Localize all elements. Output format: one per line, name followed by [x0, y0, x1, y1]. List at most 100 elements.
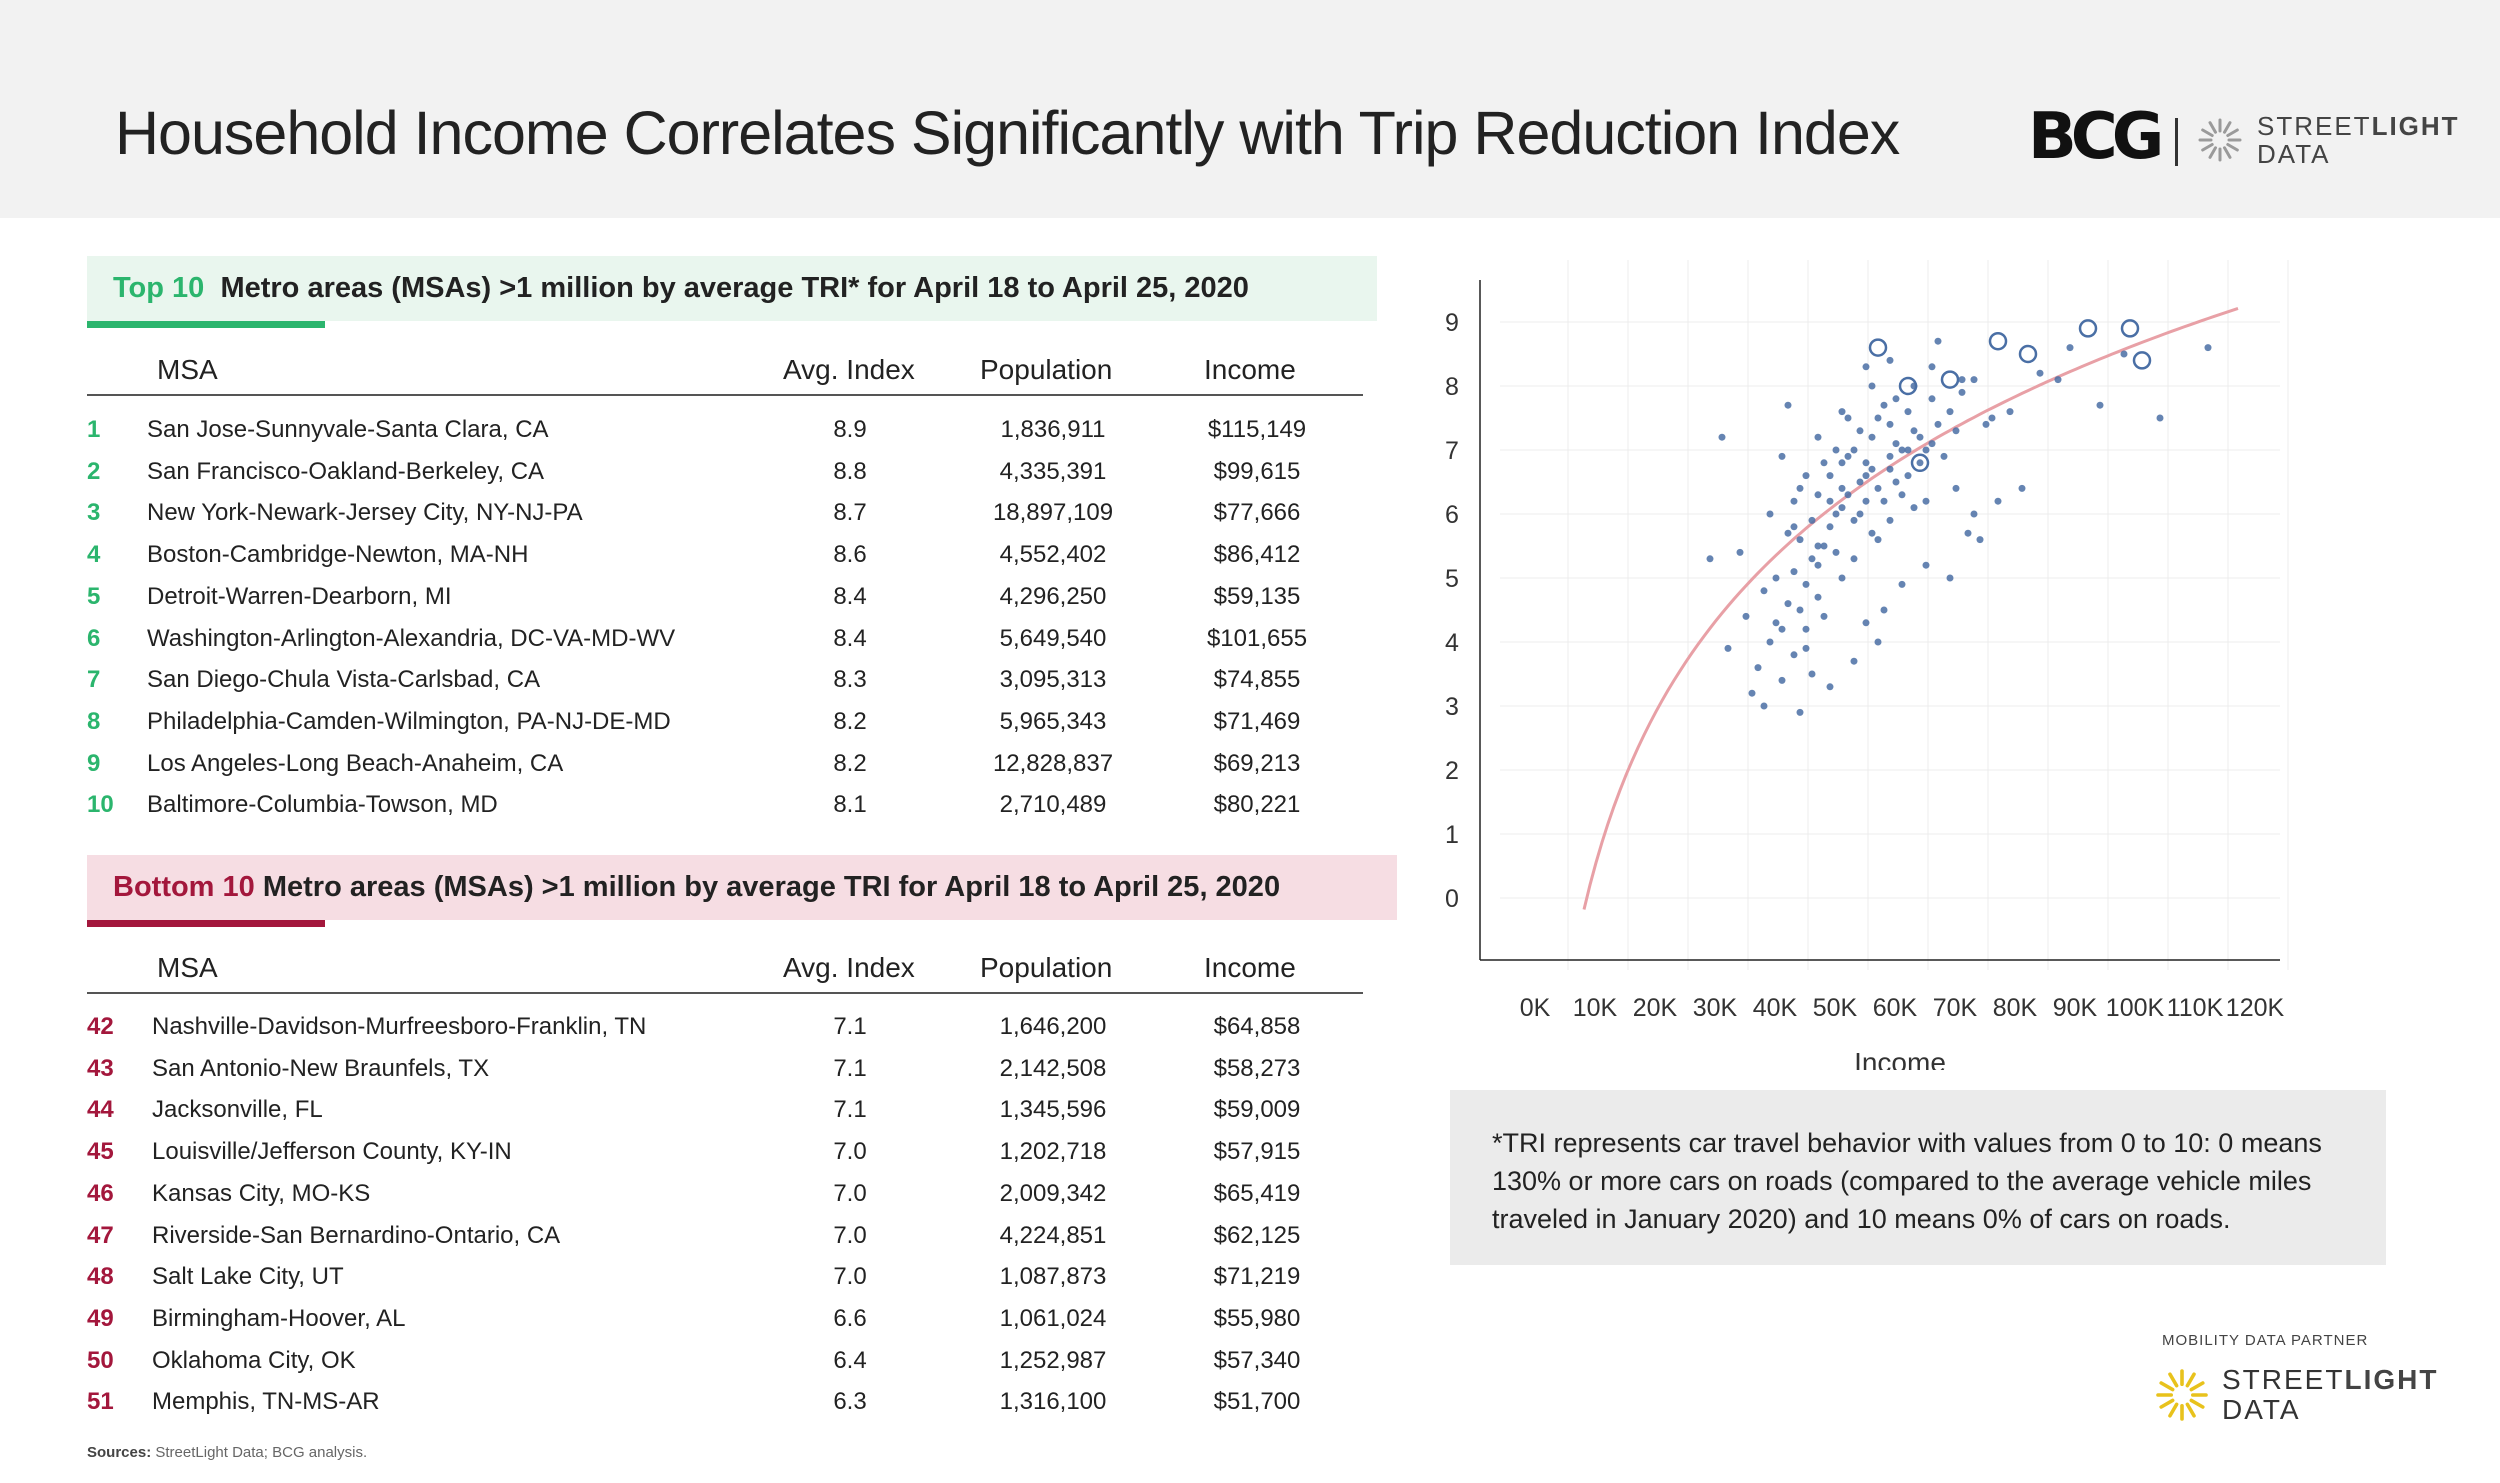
scatter-point	[1886, 465, 1894, 473]
scatter-point	[1796, 484, 1804, 492]
scatter-point	[1892, 395, 1900, 403]
scatter-point	[1874, 484, 1882, 492]
row-rank: 51	[87, 1388, 114, 1416]
x-tick-label: 20K	[1633, 994, 1678, 1022]
scatter-point	[1808, 555, 1816, 563]
scatter-point	[1898, 580, 1906, 588]
row-rank: 47	[87, 1221, 114, 1249]
bottom-section-header: Bottom 10 Metro areas (MSAs) >1 million …	[87, 855, 1397, 920]
x-tick-label: 80K	[1993, 994, 2038, 1022]
scatter-point	[1922, 497, 1930, 505]
row-msa: Detroit-Warren-Dearborn, MI	[147, 582, 452, 610]
row-income: $86,412	[1213, 541, 1301, 569]
scatter-point	[2156, 414, 2164, 422]
x-tick-label: 10K	[1573, 994, 1618, 1022]
scatter-point	[1958, 388, 1966, 396]
scatter-point	[1796, 606, 1804, 614]
row-msa: Riverside-San Bernardino-Ontario, CA	[152, 1221, 561, 1249]
scatter-point	[1952, 484, 1960, 492]
row-income: $71,219	[1213, 1263, 1301, 1291]
trend-line	[1582, 306, 2239, 910]
bottom-table-row: 44 Jacksonville, FL 7.1 1,345,596 $59,009	[87, 1090, 1363, 1132]
bottom-table-row: 45 Louisville/Jefferson County, KY-IN 7.0 1…	[87, 1132, 1363, 1174]
row-rank: 48	[87, 1263, 114, 1291]
col-population: Population	[980, 354, 1113, 385]
row-avg-index: 8.8	[833, 457, 867, 485]
row-avg-index: 8.4	[833, 582, 867, 610]
scatter-point	[1772, 574, 1780, 582]
row-rank: 3	[87, 499, 101, 527]
logo-data-text: DATA	[2257, 139, 2331, 169]
scatter-point	[1862, 472, 1870, 480]
scatter-point	[1850, 657, 1858, 665]
scatter-point	[1718, 433, 1726, 441]
row-population: 1,345,596	[999, 1096, 1107, 1124]
scatter-point	[1796, 536, 1804, 544]
top-table-row: 7 San Diego-Chula Vista-Carlsbad, CA 8.3 3,…	[87, 660, 1363, 702]
row-rank: 2	[87, 457, 101, 485]
row-income: $101,655	[1206, 624, 1308, 652]
scatter-point	[1916, 433, 1924, 441]
row-rank: 4	[87, 541, 101, 569]
row-avg-index: 8.4	[833, 624, 867, 652]
col-msa: MSA	[157, 952, 218, 983]
sunburst-ray	[2223, 121, 2232, 134]
sunburst-ray	[2185, 1402, 2196, 1418]
bottom-table-row: 42 Nashville-Davidson-Murfreesboro-Frankl…	[87, 1007, 1363, 1049]
top-table-row: 6 Washington-Arlington-Alexandria, DC-VA-…	[87, 619, 1363, 661]
y-tick-label: 0	[1445, 885, 1459, 913]
bottom-section-label: Bottom 10	[113, 871, 255, 903]
scatter-point	[1778, 676, 1786, 684]
sunburst-ray	[2189, 1398, 2205, 1409]
sunburst-ray	[2201, 143, 2214, 152]
scatter-point	[1832, 548, 1840, 556]
row-avg-index: 8.6	[833, 541, 867, 569]
scatter-point	[1832, 446, 1840, 454]
scatter-point	[1784, 401, 1792, 409]
row-avg-index: 8.9	[833, 416, 867, 443]
scatter-point	[1922, 446, 1930, 454]
row-population: 2,009,342	[999, 1179, 1107, 1207]
row-rank: 10	[87, 791, 114, 819]
scatter-point	[1922, 561, 1930, 569]
bottom-table-row: 49 Birmingham-Hoover, AL 6.6 1,061,024 $55,9…	[87, 1299, 1363, 1341]
sunburst-ray	[2159, 1398, 2175, 1409]
sunburst-ray	[2185, 1372, 2196, 1388]
bottom-table-row: 51 Memphis, TN-MS-AR 6.3 1,316,100 $51,700	[87, 1382, 1363, 1424]
scatter-point	[1826, 683, 1834, 691]
y-tick-label: 3	[1445, 693, 1459, 721]
row-avg-index: 7.1	[833, 1096, 867, 1124]
scatter-point	[1838, 408, 1846, 416]
scatter-point	[2006, 408, 2014, 416]
x-tick-label: 50K	[1813, 994, 1858, 1022]
sunburst-ray	[2208, 121, 2217, 134]
sunburst-ray	[2168, 1402, 2179, 1418]
scatter-point	[1790, 651, 1798, 659]
scatter-point	[1778, 452, 1786, 460]
row-rank: 44	[87, 1096, 114, 1124]
row-avg-index: 7.1	[833, 1054, 867, 1082]
col-population: Population	[980, 952, 1113, 983]
streetlight-partner-logo: STREETLIGHT DATA	[2152, 1365, 2438, 1425]
row-avg-index: 6.4	[833, 1346, 867, 1374]
scatter-point	[1784, 529, 1792, 537]
row-msa: Baltimore-Columbia-Towson, MD	[147, 791, 498, 819]
scatter-point	[1706, 555, 1714, 563]
scatter-point	[1946, 408, 1954, 416]
scatter-point	[1796, 708, 1804, 716]
scatter-point	[1844, 452, 1852, 460]
row-msa: San Jose-Sunnyvale-Santa Clara, CA	[147, 416, 549, 443]
sunburst-ray	[2208, 146, 2217, 159]
scatter-point-large	[1868, 338, 1888, 357]
row-population: 1,316,100	[999, 1388, 1107, 1416]
scatter-point	[1904, 472, 1912, 480]
scatter-point	[1880, 606, 1888, 614]
top-table-row: 8 Philadelphia-Camden-Wilmington, PA-NJ-D…	[87, 702, 1363, 744]
row-msa: Birmingham-Hoover, AL	[152, 1304, 406, 1332]
scatter-point-large	[1988, 331, 2008, 351]
row-population: 1,202,718	[999, 1138, 1107, 1166]
row-msa: Kansas City, MO-KS	[152, 1179, 371, 1207]
row-population: 1,061,024	[999, 1304, 1107, 1332]
scatter-point	[1832, 510, 1840, 518]
scatter-point	[1904, 408, 1912, 416]
